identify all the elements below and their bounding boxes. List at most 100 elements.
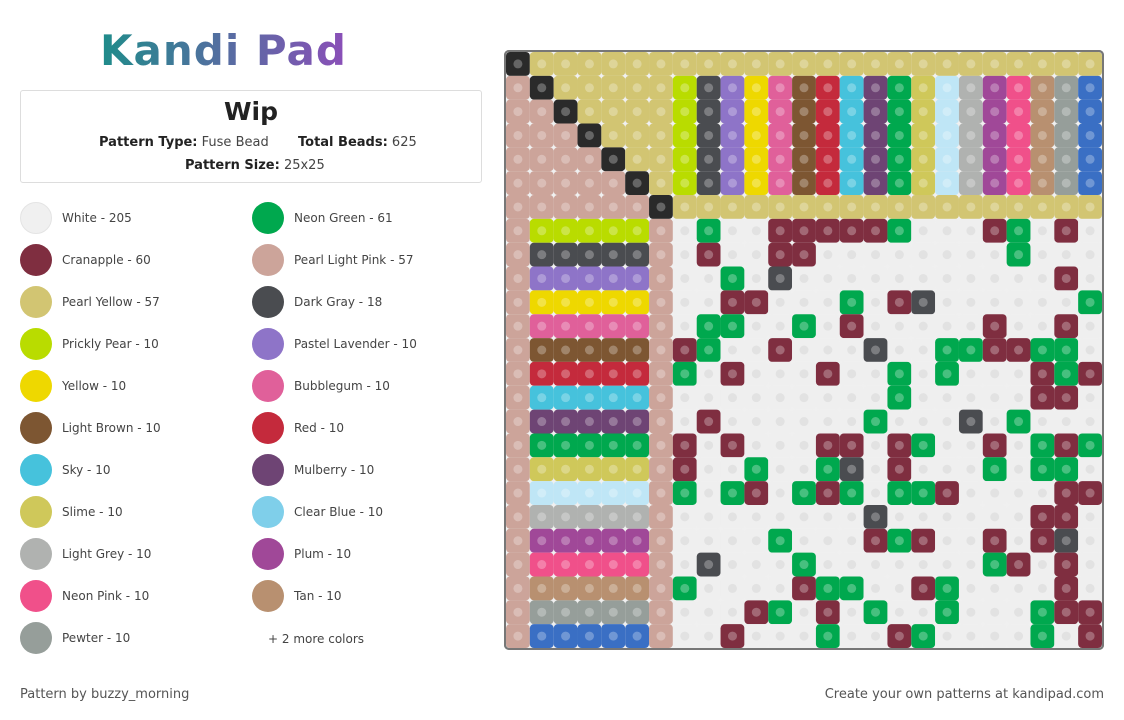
bead xyxy=(506,218,530,243)
bead xyxy=(625,195,650,219)
bead xyxy=(577,218,602,243)
bead xyxy=(1030,242,1055,267)
bead-hole xyxy=(656,321,666,331)
bead-hole xyxy=(871,130,881,140)
bead-hole xyxy=(1085,560,1095,570)
swatch xyxy=(252,202,284,234)
bead xyxy=(815,457,840,482)
bead xyxy=(935,528,959,553)
bead xyxy=(863,504,888,529)
bead xyxy=(863,171,888,196)
bead-hole xyxy=(942,560,952,570)
bead-hole xyxy=(584,631,594,641)
bead xyxy=(696,242,721,267)
bead-hole xyxy=(847,107,857,117)
bead-hole xyxy=(823,154,833,164)
swatch xyxy=(252,496,284,528)
bead-hole xyxy=(775,393,785,403)
bead-hole xyxy=(823,107,833,117)
bead xyxy=(1078,266,1102,291)
bead-hole xyxy=(680,369,690,379)
bead-hole xyxy=(1085,583,1095,593)
legend-item: Cranapple - 60 xyxy=(20,243,151,277)
swatch xyxy=(252,370,284,402)
bead xyxy=(863,600,888,625)
bead xyxy=(529,123,554,148)
bead-hole xyxy=(799,369,809,379)
bead xyxy=(792,171,816,196)
bead xyxy=(529,314,554,339)
bead-hole xyxy=(942,107,952,117)
bead-hole xyxy=(1037,607,1047,617)
swatch xyxy=(252,454,284,486)
bead xyxy=(506,52,530,76)
bead-hole xyxy=(561,250,571,260)
cta[interactable]: Create your own patterns at kandipad.com xyxy=(824,687,1104,702)
bead-hole xyxy=(513,393,523,403)
bead-hole xyxy=(1014,512,1024,522)
bead-hole xyxy=(680,321,690,331)
bead-hole xyxy=(584,607,594,617)
bead-hole xyxy=(966,631,976,641)
legend-label: Pearl Yellow - 57 xyxy=(62,295,160,309)
bead xyxy=(1006,504,1031,529)
bead xyxy=(768,504,793,529)
bead xyxy=(529,600,554,625)
bead-hole xyxy=(823,512,833,522)
legend-label: Tan - 10 xyxy=(294,589,342,603)
bead xyxy=(1006,552,1031,577)
bead xyxy=(744,195,769,219)
bead xyxy=(792,361,816,386)
bead-hole xyxy=(727,321,737,331)
bead xyxy=(744,433,769,458)
bead-hole xyxy=(847,488,857,498)
bead xyxy=(1030,457,1055,482)
bead xyxy=(506,433,530,458)
bead-hole xyxy=(990,345,1000,355)
logo[interactable]: Kandi Pad xyxy=(100,26,347,75)
bead-hole xyxy=(942,440,952,450)
bead-hole xyxy=(584,321,594,331)
bead-hole xyxy=(966,59,976,69)
bead-hole xyxy=(727,107,737,117)
bead xyxy=(625,147,650,172)
bead-hole xyxy=(1014,250,1024,260)
bead xyxy=(1030,52,1055,76)
bead xyxy=(696,385,721,410)
bead xyxy=(982,242,1007,267)
bead xyxy=(982,123,1007,148)
bead xyxy=(1054,195,1079,219)
bead xyxy=(839,409,864,434)
bead-hole xyxy=(823,202,833,212)
bead xyxy=(720,52,745,76)
bead xyxy=(768,75,793,100)
bead xyxy=(553,552,578,577)
bead xyxy=(863,528,888,553)
bead-hole xyxy=(942,130,952,140)
bead-hole xyxy=(847,560,857,570)
bead-hole xyxy=(918,631,928,641)
bead xyxy=(529,552,554,577)
bead xyxy=(529,361,554,386)
bead-hole xyxy=(918,154,928,164)
bead xyxy=(1054,123,1079,148)
bead-hole xyxy=(561,417,571,427)
bead-hole xyxy=(751,178,761,188)
bead-hole xyxy=(1061,464,1071,474)
bead xyxy=(529,624,554,648)
bead xyxy=(839,600,864,625)
bead xyxy=(815,266,840,291)
bead-hole xyxy=(751,488,761,498)
bead xyxy=(792,290,816,315)
bead xyxy=(958,361,983,386)
legend-label: Prickly Pear - 10 xyxy=(62,337,159,351)
bead-hole xyxy=(608,512,618,522)
bead xyxy=(672,624,697,648)
bead xyxy=(815,52,840,76)
bead xyxy=(577,242,602,267)
bead xyxy=(649,338,673,362)
bead-hole xyxy=(751,273,761,283)
bead xyxy=(863,552,888,577)
bead xyxy=(720,147,745,172)
bead xyxy=(696,552,721,577)
